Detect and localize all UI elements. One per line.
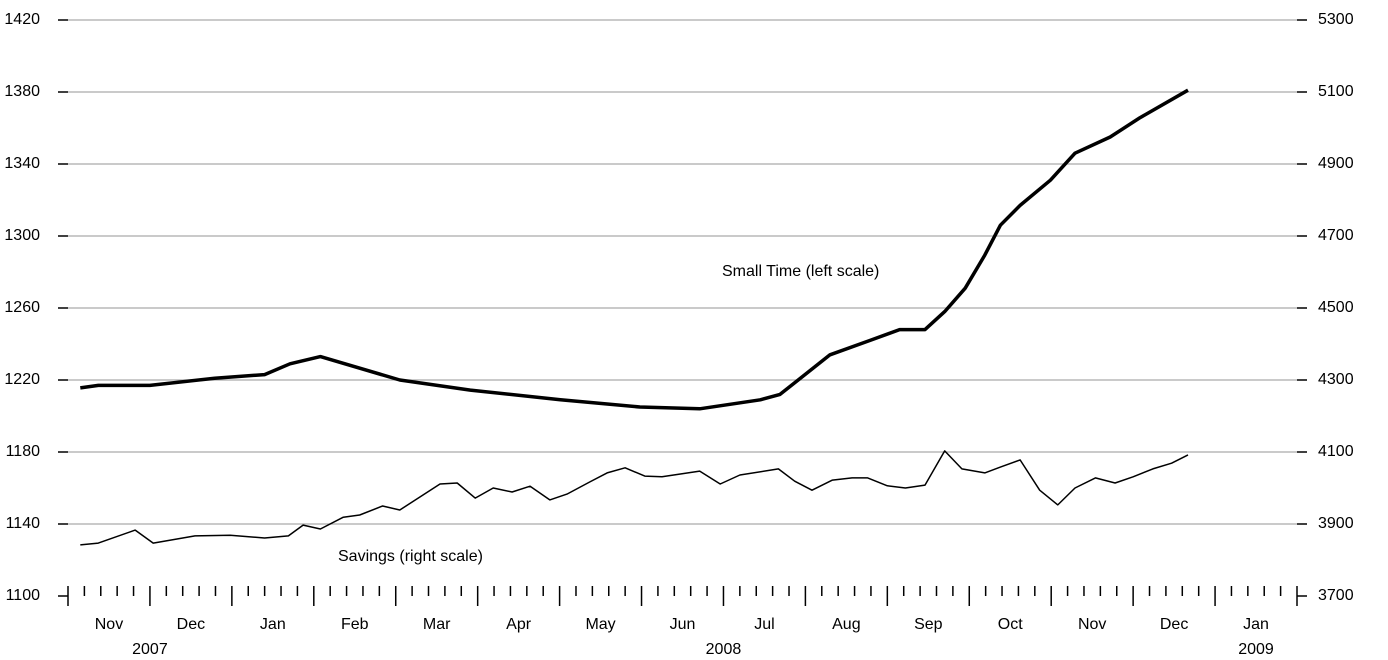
x-tick-label: Oct [998,616,1023,633]
line-series [80,88,1189,411]
y2-tick-label: 3700 [1318,587,1354,604]
y-tick-label: 1100 [6,587,41,604]
x-tick-label: Nov [1078,616,1106,633]
x-tick-label: Aug [832,616,860,633]
year-label: 2008 [706,641,742,658]
y-tick-label: 1300 [4,227,40,244]
y-tick-label: 1420 [4,11,40,28]
y2-tick-label: 4900 [1318,155,1354,172]
x-tick-label: Jan [260,616,286,633]
x-tick-label: Jan [1243,616,1269,633]
x-tick-label: Mar [423,616,451,633]
y-tick-label: 1260 [4,299,40,316]
x-tick-label: Sep [914,616,943,633]
y-tick-label: 1380 [4,83,40,100]
year-label: 2009 [1238,641,1274,658]
y2-tick-label: 5300 [1318,11,1354,28]
y2-tick-label: 4500 [1318,299,1354,316]
annotation: Small Time (left scale) [722,263,879,280]
y-tick-label: 1220 [4,371,40,388]
line-series [80,450,1189,546]
annotation: Savings (right scale) [338,548,483,565]
x-tick-label: Apr [506,616,532,633]
x-tick-label: May [585,616,615,633]
x-tick-label: Jul [754,616,774,633]
y-tick-label: 1140 [6,515,41,532]
y2-tick-label: 4100 [1318,443,1354,460]
x-tick-label: Jun [670,616,696,633]
y2-tick-label: 4300 [1318,371,1354,388]
y2-tick-label: 5100 [1318,83,1354,100]
x-tick-label: Nov [95,616,123,633]
year-label: 2007 [132,641,168,658]
x-tick-label: Dec [177,616,205,633]
y-tick-label: 1180 [6,443,41,460]
x-tick-label: Dec [1160,616,1188,633]
y-tick-label: 1340 [4,155,40,172]
x-tick-label: Feb [341,616,369,633]
y2-tick-label: 4700 [1318,227,1354,244]
y2-tick-label: 3900 [1318,515,1354,532]
